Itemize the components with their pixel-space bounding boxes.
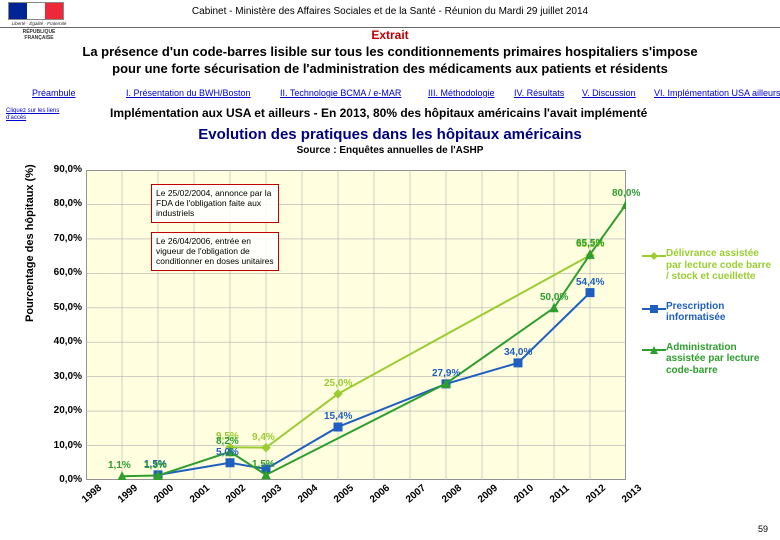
- logo-motto: Liberté · Égalité · Fraternité: [8, 21, 70, 26]
- x-tick: 2007: [404, 483, 428, 506]
- legend-marker-icon: [642, 344, 666, 356]
- nav-iv[interactable]: IV. Résultats: [514, 88, 564, 98]
- data-point-label: 80,0%: [612, 188, 640, 199]
- nav-v[interactable]: V. Discussion: [582, 88, 636, 98]
- x-tick: 2001: [188, 483, 212, 506]
- x-tick: 2005: [332, 483, 356, 506]
- y-tick: 80,0%: [48, 198, 82, 209]
- data-point-label: 27,9%: [432, 368, 460, 379]
- nav-row: Préambule I. Présentation du BWH/Boston …: [0, 88, 780, 102]
- data-point-label: 34,0%: [504, 347, 532, 358]
- chart-title: Evolution des pratiques dans les hôpitau…: [0, 126, 780, 143]
- header-ministry: Cabinet - Ministère des Affaires Sociale…: [80, 6, 700, 17]
- legend-marker-icon: [642, 250, 666, 262]
- data-point-label: 5,0%: [216, 447, 239, 458]
- y-tick: 40,0%: [48, 336, 82, 347]
- data-point-label: 1,5%: [252, 459, 275, 470]
- y-tick: 20,0%: [48, 405, 82, 416]
- nav-ii[interactable]: II. Technologie BCMA / e-MAR: [280, 88, 401, 98]
- x-tick: 1999: [116, 483, 140, 506]
- legend-label: Délivrance assistée par lecture code bar…: [666, 248, 774, 283]
- x-tick: 2010: [512, 483, 536, 506]
- y-tick: 10,0%: [48, 440, 82, 451]
- nav-i[interactable]: I. Présentation du BWH/Boston: [126, 88, 251, 98]
- x-tick: 2000: [152, 483, 176, 506]
- data-point-label: 25,0%: [324, 378, 352, 389]
- x-tick: 2002: [224, 483, 248, 506]
- x-tick: 2012: [584, 483, 608, 506]
- y-tick: 30,0%: [48, 371, 82, 382]
- data-point-label: 9,4%: [252, 432, 275, 443]
- x-tick: 2011: [548, 483, 572, 505]
- legend-item: Délivrance assistée par lecture code bar…: [642, 248, 774, 283]
- data-point-label: 8,2%: [216, 436, 239, 447]
- legend-marker-icon: [642, 303, 666, 315]
- y-tick: 60,0%: [48, 267, 82, 278]
- data-point-label: 1,1%: [108, 460, 131, 471]
- nav-preambule[interactable]: Préambule: [32, 88, 76, 98]
- subtitle: Implémentation aux USA et ailleurs - En …: [110, 106, 647, 120]
- annotation-box: Le 26/04/2006, entrée en vigueur de l'ob…: [151, 232, 279, 271]
- legend-label: Prescription informatisée: [666, 301, 774, 324]
- chart-area: Pourcentage des hôpitaux (%) 0,0%10,0%20…: [28, 162, 636, 512]
- x-tick: 2009: [476, 483, 500, 506]
- x-tick: 2006: [368, 483, 392, 506]
- legend-item: Prescription informatisée: [642, 301, 774, 324]
- data-point-label: 15,4%: [324, 411, 352, 422]
- x-tick: 1998: [80, 483, 104, 506]
- y-tick: 70,0%: [48, 233, 82, 244]
- y-axis-label: Pourcentage des hôpitaux (%): [24, 164, 36, 322]
- data-point-label: 1,3%: [144, 460, 167, 471]
- x-tick: 2003: [260, 483, 284, 506]
- extrait-label: Extrait: [0, 28, 780, 42]
- data-point-label: 54,4%: [576, 277, 604, 288]
- y-tick: 50,0%: [48, 302, 82, 313]
- legend-label: Administration assistée par lecture code…: [666, 342, 774, 377]
- x-tick: 2013: [620, 483, 644, 506]
- nav-iii[interactable]: III. Méthodologie: [428, 88, 495, 98]
- x-tick: 2004: [296, 483, 320, 506]
- chart-source: Source : Enquêtes annuelles de l'ASHP: [0, 145, 780, 156]
- x-tick: 2008: [440, 483, 464, 506]
- page-title: La présence d'un code-barres lisible sur…: [70, 44, 710, 78]
- data-point-label: 65,5%: [576, 238, 604, 249]
- legend: Délivrance assistée par lecture code bar…: [642, 248, 774, 394]
- data-point-label: 50,0%: [540, 292, 568, 303]
- annotation-box: Le 25/02/2004, annonce par la FDA de l'o…: [151, 184, 279, 223]
- y-tick: 90,0%: [48, 164, 82, 175]
- legend-item: Administration assistée par lecture code…: [642, 342, 774, 377]
- nav-vi[interactable]: VI. Implémentation USA ailleurs: [654, 88, 780, 98]
- nav-cliquez[interactable]: Cliquez sur les liens d'accès: [6, 108, 66, 121]
- y-tick: 0,0%: [48, 474, 82, 485]
- page-number: 59: [758, 524, 768, 534]
